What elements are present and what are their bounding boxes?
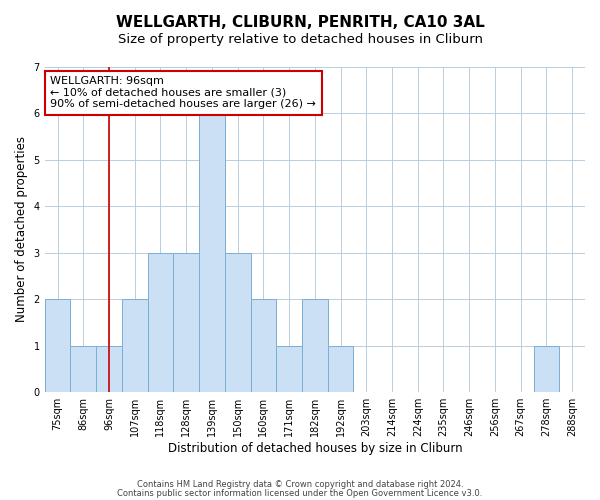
Bar: [302, 299, 328, 392]
Bar: [199, 113, 225, 392]
Bar: [44, 299, 70, 392]
Text: Contains HM Land Registry data © Crown copyright and database right 2024.: Contains HM Land Registry data © Crown c…: [137, 480, 463, 489]
Text: Size of property relative to detached houses in Cliburn: Size of property relative to detached ho…: [118, 32, 482, 46]
Bar: [173, 252, 199, 392]
X-axis label: Distribution of detached houses by size in Cliburn: Distribution of detached houses by size …: [167, 442, 462, 455]
Text: Contains public sector information licensed under the Open Government Licence v3: Contains public sector information licen…: [118, 488, 482, 498]
Bar: [328, 346, 353, 392]
Bar: [533, 346, 559, 392]
Bar: [276, 346, 302, 392]
Bar: [96, 346, 122, 392]
Bar: [251, 299, 276, 392]
Bar: [225, 252, 251, 392]
Bar: [70, 346, 96, 392]
Text: WELLGARTH, CLIBURN, PENRITH, CA10 3AL: WELLGARTH, CLIBURN, PENRITH, CA10 3AL: [116, 15, 484, 30]
Y-axis label: Number of detached properties: Number of detached properties: [15, 136, 28, 322]
Text: WELLGARTH: 96sqm
← 10% of detached houses are smaller (3)
90% of semi-detached h: WELLGARTH: 96sqm ← 10% of detached house…: [50, 76, 316, 110]
Bar: [122, 299, 148, 392]
Bar: [148, 252, 173, 392]
